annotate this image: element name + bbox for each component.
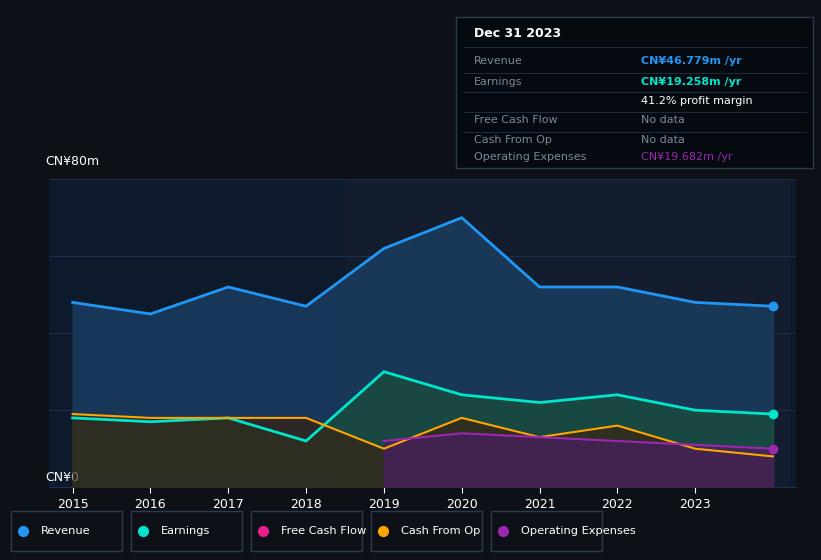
- Text: Operating Expenses: Operating Expenses: [521, 526, 635, 535]
- Text: CN¥19.258m /yr: CN¥19.258m /yr: [641, 77, 741, 87]
- Text: CN¥19.682m /yr: CN¥19.682m /yr: [641, 152, 733, 162]
- Text: Cash From Op: Cash From Op: [474, 135, 552, 145]
- Text: Free Cash Flow: Free Cash Flow: [281, 526, 366, 535]
- Text: Revenue: Revenue: [474, 55, 522, 66]
- Text: No data: No data: [641, 135, 686, 145]
- Text: Cash From Op: Cash From Op: [401, 526, 480, 535]
- Text: Free Cash Flow: Free Cash Flow: [474, 115, 557, 125]
- Text: Operating Expenses: Operating Expenses: [474, 152, 586, 162]
- Bar: [345, 179, 789, 487]
- Text: Earnings: Earnings: [474, 77, 522, 87]
- Text: CN¥80m: CN¥80m: [45, 155, 99, 167]
- Text: Dec 31 2023: Dec 31 2023: [474, 27, 561, 40]
- Text: CN¥46.779m /yr: CN¥46.779m /yr: [641, 55, 742, 66]
- Text: 41.2% profit margin: 41.2% profit margin: [641, 96, 753, 106]
- Text: Earnings: Earnings: [161, 526, 210, 535]
- Text: Revenue: Revenue: [41, 526, 91, 535]
- Text: CN¥0: CN¥0: [45, 471, 80, 484]
- Text: No data: No data: [641, 115, 686, 125]
